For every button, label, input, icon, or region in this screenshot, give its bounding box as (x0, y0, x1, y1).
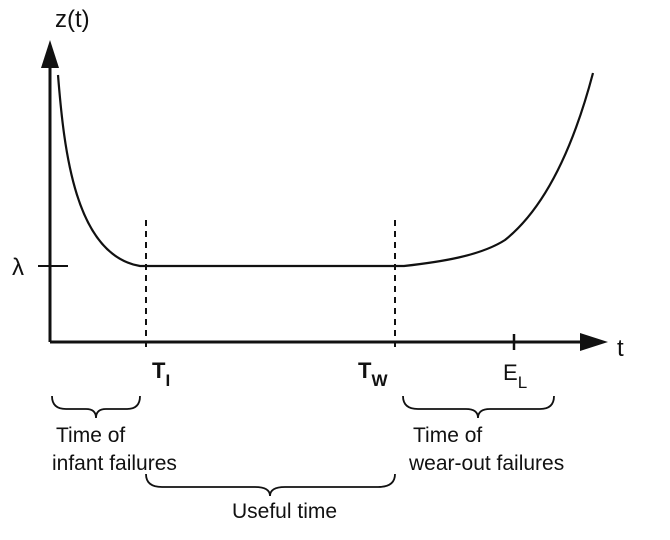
tw-marker: TW (358, 358, 388, 390)
wearout-failures-label-line2: wear-out failures (408, 452, 564, 475)
lambda-label: λ (12, 254, 24, 281)
x-axis-arrowhead (580, 333, 608, 351)
infant-failures-label-line2: infant failures (52, 452, 177, 475)
x-axis-label: t (617, 335, 624, 362)
useful-time-brace (145, 473, 396, 497)
y-axis-label: z(t) (55, 6, 90, 33)
useful-time-label: Useful time (232, 500, 337, 523)
wearout-failures-label-line1: Time of (413, 424, 482, 447)
y-axis-arrowhead (41, 40, 59, 68)
infant-failures-label-line1: Time of (56, 424, 125, 447)
wearout-failures-brace (402, 395, 555, 419)
infant-failures-brace (51, 395, 141, 419)
el-marker: EL (503, 360, 527, 392)
failure-rate-curve (56, 72, 595, 268)
ti-marker: TI (152, 358, 170, 390)
